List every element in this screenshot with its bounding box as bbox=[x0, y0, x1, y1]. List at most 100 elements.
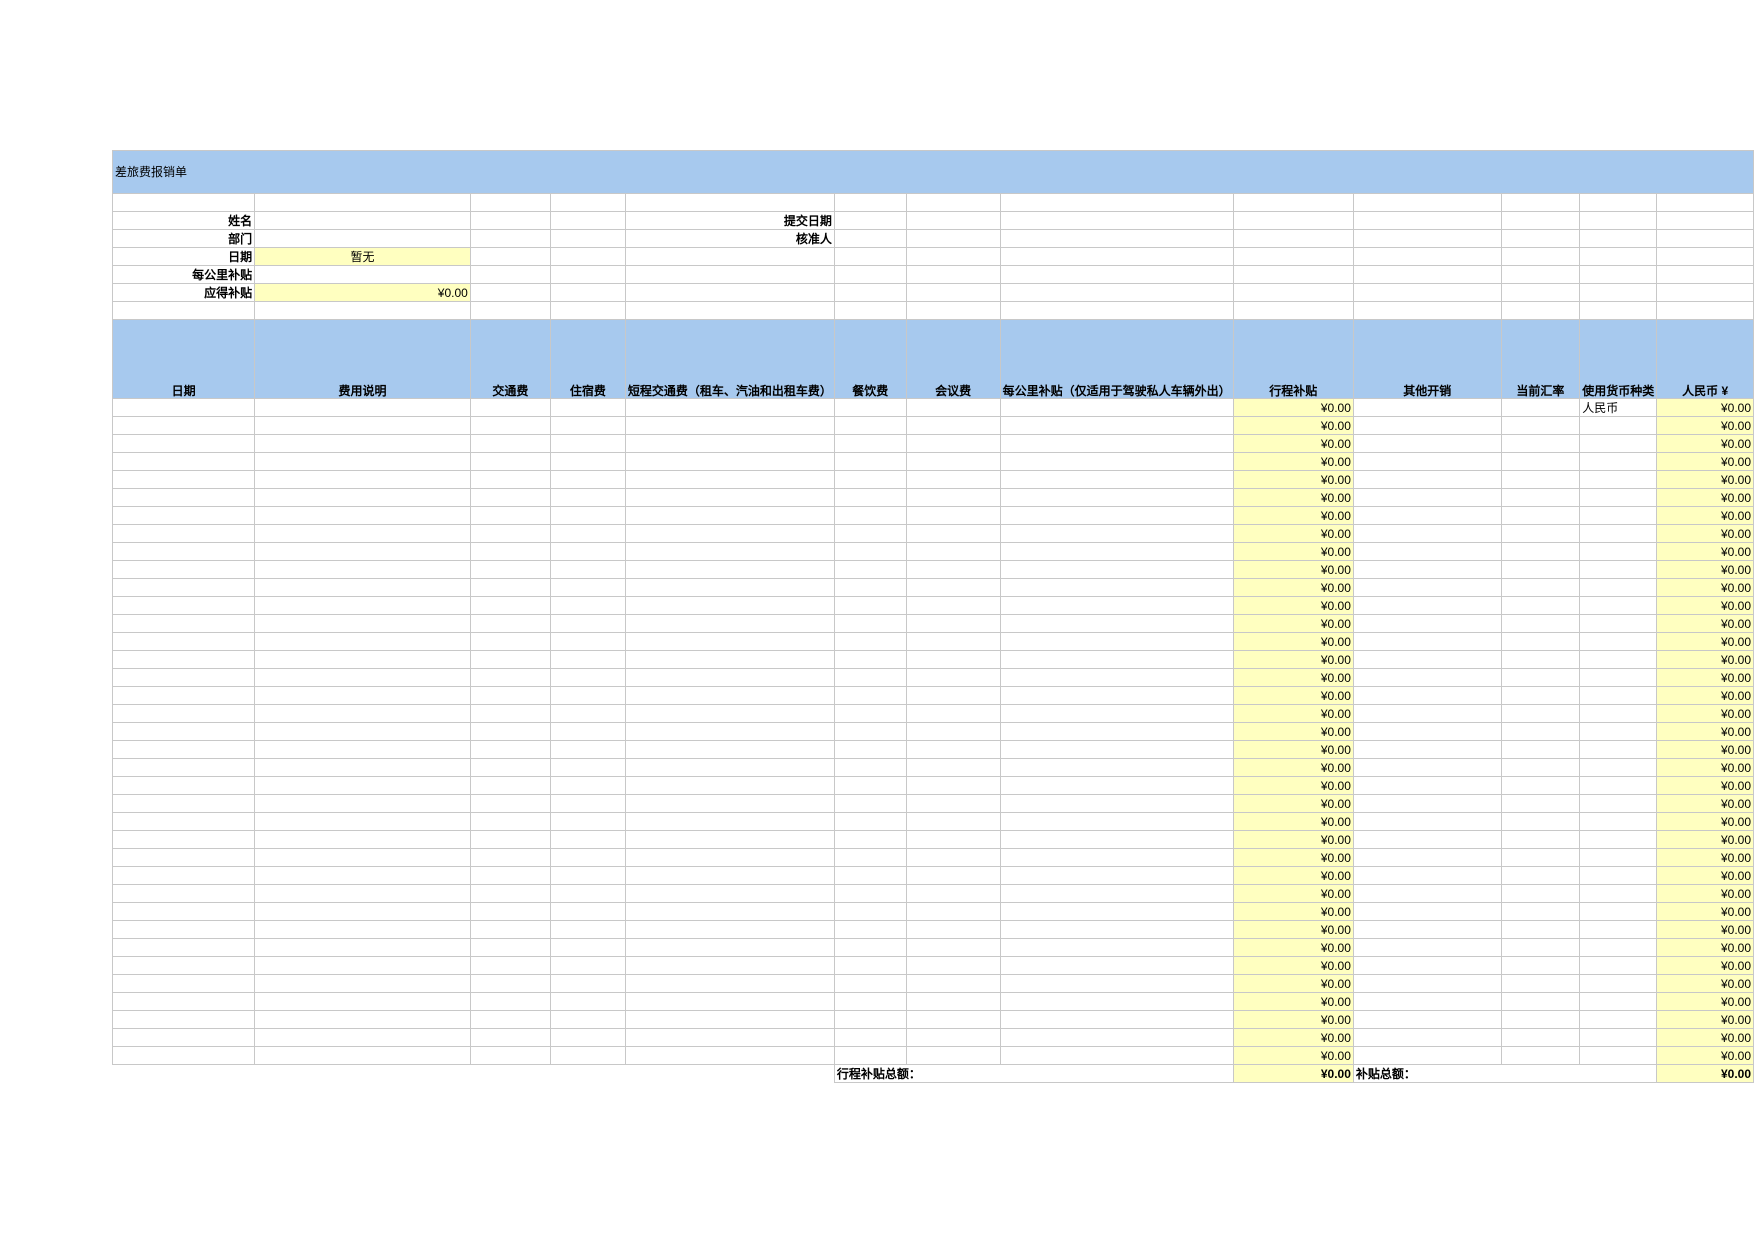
cell[interactable] bbox=[999, 1028, 1234, 1047]
currency-cell[interactable] bbox=[1579, 920, 1658, 939]
cell[interactable] bbox=[905, 650, 1001, 669]
cell[interactable] bbox=[549, 776, 626, 795]
cell[interactable] bbox=[1352, 794, 1502, 813]
cell[interactable] bbox=[1500, 1010, 1581, 1029]
cell[interactable] bbox=[1500, 398, 1581, 417]
cell[interactable] bbox=[254, 650, 471, 669]
cell[interactable] bbox=[254, 722, 471, 741]
cell[interactable] bbox=[549, 1028, 626, 1047]
rmb-cell[interactable]: ¥0.00 bbox=[1656, 416, 1754, 435]
cell[interactable] bbox=[999, 542, 1234, 561]
cell[interactable] bbox=[111, 470, 256, 489]
cell[interactable] bbox=[254, 740, 471, 759]
cell[interactable] bbox=[999, 416, 1234, 435]
trip-allowance-cell[interactable]: ¥0.00 bbox=[1232, 398, 1354, 417]
cell[interactable] bbox=[111, 956, 256, 975]
cell[interactable] bbox=[1500, 920, 1581, 939]
cell[interactable] bbox=[111, 740, 256, 759]
cell[interactable] bbox=[624, 848, 835, 867]
cell[interactable] bbox=[833, 650, 907, 669]
cell[interactable] bbox=[469, 416, 551, 435]
cell[interactable] bbox=[254, 614, 471, 633]
trip-allowance-cell[interactable]: ¥0.00 bbox=[1232, 434, 1354, 453]
cell[interactable] bbox=[1352, 632, 1502, 651]
cell[interactable] bbox=[833, 848, 907, 867]
cell[interactable] bbox=[905, 596, 1001, 615]
cell[interactable] bbox=[1352, 956, 1502, 975]
cell[interactable] bbox=[549, 506, 626, 525]
cell[interactable] bbox=[469, 704, 551, 723]
cell[interactable] bbox=[624, 614, 835, 633]
cell[interactable] bbox=[999, 452, 1234, 471]
cell[interactable] bbox=[1500, 632, 1581, 651]
cell[interactable] bbox=[549, 884, 626, 903]
cell[interactable] bbox=[254, 848, 471, 867]
cell[interactable] bbox=[111, 920, 256, 939]
cell[interactable] bbox=[469, 560, 551, 579]
rmb-cell[interactable]: ¥0.00 bbox=[1656, 506, 1754, 525]
cell[interactable] bbox=[549, 650, 626, 669]
cell[interactable] bbox=[469, 614, 551, 633]
cell[interactable] bbox=[1500, 452, 1581, 471]
cell[interactable] bbox=[833, 776, 907, 795]
cell[interactable] bbox=[1352, 434, 1502, 453]
cell[interactable] bbox=[624, 434, 835, 453]
cell[interactable] bbox=[999, 578, 1234, 597]
cell[interactable] bbox=[469, 956, 551, 975]
currency-cell[interactable] bbox=[1579, 488, 1658, 507]
cell[interactable] bbox=[1500, 884, 1581, 903]
cell[interactable] bbox=[833, 794, 907, 813]
cell[interactable] bbox=[999, 794, 1234, 813]
cell[interactable] bbox=[624, 506, 835, 525]
cell[interactable] bbox=[1352, 812, 1502, 831]
cell[interactable] bbox=[905, 992, 1001, 1011]
cell[interactable] bbox=[624, 668, 835, 687]
dept-field[interactable] bbox=[254, 229, 471, 248]
cell[interactable] bbox=[254, 434, 471, 453]
cell[interactable] bbox=[1352, 1010, 1502, 1029]
cell[interactable] bbox=[1352, 614, 1502, 633]
cell[interactable] bbox=[999, 902, 1234, 921]
cell[interactable] bbox=[111, 560, 256, 579]
cell[interactable] bbox=[999, 470, 1234, 489]
cell[interactable] bbox=[624, 830, 835, 849]
currency-cell[interactable] bbox=[1579, 632, 1658, 651]
trip-allowance-cell[interactable]: ¥0.00 bbox=[1232, 704, 1354, 723]
cell[interactable] bbox=[999, 974, 1234, 993]
cell[interactable] bbox=[111, 938, 256, 957]
cell[interactable] bbox=[1352, 938, 1502, 957]
cell[interactable] bbox=[549, 812, 626, 831]
currency-cell[interactable] bbox=[1579, 992, 1658, 1011]
cell[interactable] bbox=[111, 398, 256, 417]
cell[interactable] bbox=[999, 884, 1234, 903]
currency-cell[interactable] bbox=[1579, 1028, 1658, 1047]
cell[interactable] bbox=[905, 488, 1001, 507]
cell[interactable] bbox=[1352, 668, 1502, 687]
trip-allowance-cell[interactable]: ¥0.00 bbox=[1232, 992, 1354, 1011]
rmb-cell[interactable]: ¥0.00 bbox=[1656, 974, 1754, 993]
cell[interactable] bbox=[111, 542, 256, 561]
cell[interactable] bbox=[549, 1010, 626, 1029]
trip-allowance-cell[interactable]: ¥0.00 bbox=[1232, 830, 1354, 849]
approver-field[interactable] bbox=[833, 229, 907, 248]
cell[interactable] bbox=[833, 1046, 907, 1065]
cell[interactable] bbox=[111, 830, 256, 849]
rmb-cell[interactable]: ¥0.00 bbox=[1656, 614, 1754, 633]
cell[interactable] bbox=[833, 956, 907, 975]
trip-allowance-cell[interactable]: ¥0.00 bbox=[1232, 956, 1354, 975]
cell[interactable] bbox=[999, 956, 1234, 975]
cell[interactable] bbox=[254, 884, 471, 903]
cell[interactable] bbox=[1500, 812, 1581, 831]
cell[interactable] bbox=[1500, 578, 1581, 597]
rmb-cell[interactable]: ¥0.00 bbox=[1656, 1010, 1754, 1029]
cell[interactable] bbox=[833, 578, 907, 597]
cell[interactable] bbox=[111, 704, 256, 723]
rmb-cell[interactable]: ¥0.00 bbox=[1656, 884, 1754, 903]
trip-allowance-cell[interactable]: ¥0.00 bbox=[1232, 416, 1354, 435]
cell[interactable] bbox=[549, 740, 626, 759]
cell[interactable] bbox=[549, 920, 626, 939]
cell[interactable] bbox=[833, 596, 907, 615]
currency-cell[interactable]: 人民币 bbox=[1579, 398, 1658, 417]
cell[interactable] bbox=[1500, 1046, 1581, 1065]
cell[interactable] bbox=[999, 434, 1234, 453]
